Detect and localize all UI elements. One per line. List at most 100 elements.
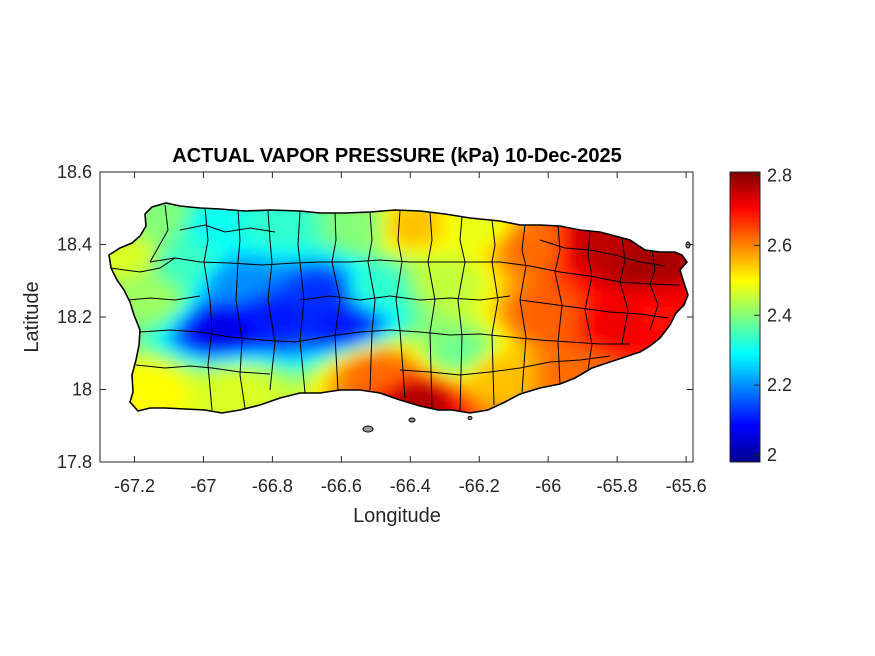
field-cell: [284, 339, 293, 348]
field-cell: [356, 315, 365, 324]
field-cell: [420, 291, 429, 300]
field-cell: [516, 251, 525, 260]
field-cell: [364, 235, 373, 244]
field-cell: [380, 331, 389, 340]
field-cell: [436, 315, 445, 324]
field-cell: [276, 371, 285, 380]
field-cell: [204, 211, 213, 220]
field-cell: [356, 379, 365, 388]
field-cell: [332, 291, 341, 300]
field-cell: [164, 235, 173, 244]
field-cell: [604, 323, 613, 332]
field-cell: [316, 339, 325, 348]
field-cell: [436, 387, 445, 396]
municipal-boundary: [299, 295, 511, 301]
field-cell: [132, 275, 141, 284]
field-cell: [500, 267, 509, 276]
field-cell: [364, 243, 373, 252]
field-cell: [180, 307, 189, 316]
field-cell: [356, 339, 365, 348]
field-cell: [140, 395, 149, 404]
field-cell: [628, 307, 637, 316]
field-cell: [612, 323, 621, 332]
field-cell: [180, 347, 189, 356]
field-cell: [284, 307, 293, 316]
field-cell: [532, 315, 541, 324]
field-cell: [172, 243, 181, 252]
field-cell: [436, 227, 445, 236]
field-cell: [436, 355, 445, 364]
field-cell: [276, 355, 285, 364]
field-cell: [180, 371, 189, 380]
colorbar-tick-label: 2.2: [767, 375, 792, 395]
field-cell: [428, 387, 437, 396]
field-cell: [628, 291, 637, 300]
field-cell: [308, 331, 317, 340]
field-cell: [316, 219, 325, 228]
field-cell: [556, 243, 565, 252]
field-cell: [468, 371, 477, 380]
field-cell: [156, 387, 165, 396]
field-cell: [644, 323, 653, 332]
field-cell: [468, 299, 477, 308]
field-cell: [492, 371, 501, 380]
field-cell: [228, 339, 237, 348]
field-cell: [188, 219, 197, 228]
field-cell: [340, 211, 349, 220]
field-cell: [204, 371, 213, 380]
field-cell: [412, 299, 421, 308]
field-cell: [428, 371, 437, 380]
field-cell: [524, 291, 533, 300]
field-cell: [596, 251, 605, 260]
field-cell: [476, 275, 485, 284]
field-cell: [524, 275, 533, 284]
field-cell: [396, 339, 405, 348]
field-cell: [660, 323, 669, 332]
field-cell: [556, 251, 565, 260]
field-cell: [516, 371, 525, 380]
field-cell: [348, 243, 357, 252]
field-cell: [228, 307, 237, 316]
field-cell: [436, 371, 445, 380]
field-cell: [380, 267, 389, 276]
field-cell: [228, 363, 237, 372]
field-cell: [292, 291, 301, 300]
field-cell: [580, 323, 589, 332]
y-tick-label: 18.4: [57, 235, 92, 255]
field-cell: [324, 371, 333, 380]
field-cell: [109, 259, 117, 268]
field-cell: [388, 211, 397, 220]
field-cell: [164, 283, 173, 292]
field-cell: [148, 339, 157, 348]
field-cell: [300, 387, 309, 396]
field-cell: [628, 275, 637, 284]
field-cell: [508, 331, 517, 340]
field-cell: [164, 395, 173, 404]
field-cell: [340, 315, 349, 324]
field-cell: [540, 235, 549, 244]
field-cell: [188, 275, 197, 284]
field-cell: [620, 315, 629, 324]
field-cell: [172, 227, 181, 236]
field-cell: [372, 243, 381, 252]
field-cell: [308, 379, 317, 388]
field-cell: [460, 371, 469, 380]
field-cell: [380, 371, 389, 380]
field-cell: [164, 387, 173, 396]
municipal-boundary: [399, 355, 611, 376]
field-cell: [252, 355, 261, 364]
field-cell: [476, 387, 485, 396]
field-cell: [268, 395, 277, 404]
field-cell: [540, 323, 549, 332]
field-cell: [172, 283, 181, 292]
field-cell: [324, 227, 333, 236]
field-cell: [172, 275, 181, 284]
field-cell: [604, 331, 613, 340]
field-cell: [140, 355, 149, 364]
field-cell: [516, 307, 525, 316]
field-cell: [332, 299, 341, 308]
field-cell: [596, 307, 605, 316]
field-cell: [388, 331, 397, 340]
field-cell: [300, 275, 309, 284]
